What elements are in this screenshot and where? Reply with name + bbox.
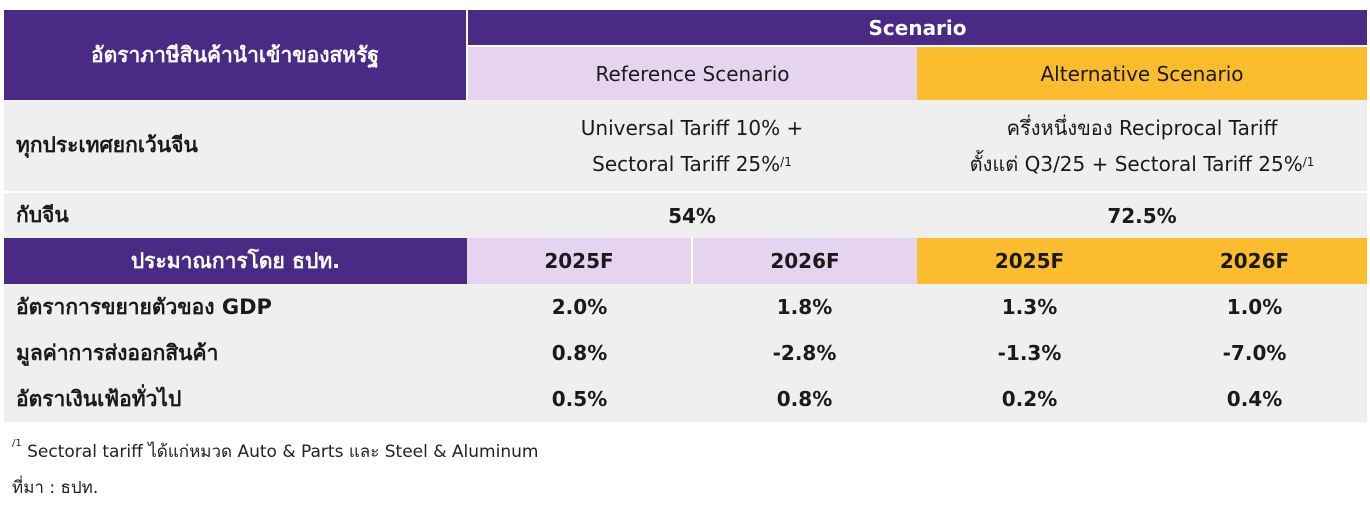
inflation-ref-2026: 0.8%	[776, 387, 833, 411]
alternative-tariff-line1: ครึ่งหนึ่งของ Reciprocal Tariff	[1006, 115, 1278, 140]
tariff-header-cell: อัตราภาษีสินค้านำเข้าของสหรัฐ	[4, 10, 468, 100]
scenario-table: อัตราภาษีสินค้านำเข้าของสหรัฐ Scenario R…	[4, 10, 1368, 422]
exports-ref-2025: 0.8%	[551, 341, 608, 365]
year-label: 2026F	[770, 249, 840, 273]
footnote: /1 Sectoral tariff ได้แก่หมวด Auto & Par…	[12, 438, 538, 465]
year-header-ref-2025: 2025F	[467, 238, 693, 284]
table-cell: 1.3%	[917, 284, 1142, 330]
alternative-scenario-cell: Alternative Scenario	[917, 46, 1368, 100]
exports-label-cell: มูลค่าการส่งออกสินค้า	[4, 330, 467, 376]
gdp-alt-2026: 1.0%	[1226, 295, 1283, 319]
china-alternative-cell: 72.5%	[917, 192, 1368, 238]
scenario-header-label: Scenario	[868, 15, 967, 40]
china-label-cell: กับจีน	[4, 192, 467, 238]
reference-scenario-cell: Reference Scenario	[467, 46, 917, 100]
reference-tariff-line1: Universal Tariff 10% +	[580, 115, 804, 140]
year-label: 2025F	[544, 249, 614, 273]
china-reference-cell: 54%	[467, 192, 917, 238]
table-row: อัตราเงินเฟ้อทั่วไป 0.5% 0.8% 0.2% 0.4%	[4, 376, 1368, 422]
reference-footnote-marker: /1	[780, 154, 792, 169]
china-alternative-value: 72.5%	[1107, 203, 1177, 228]
china-reference-value: 54%	[668, 203, 716, 228]
table-cell: -2.8%	[692, 330, 917, 376]
gdp-label: อัตราการขยายตัวของ GDP	[16, 294, 272, 319]
china-label: กับจีน	[16, 203, 69, 227]
reference-tariff-line2: Sectoral Tariff 25%	[592, 151, 781, 176]
all-except-china-label: ทุกประเทศยกเว้นจีน	[16, 133, 198, 157]
table-row: มูลค่าการส่งออกสินค้า 0.8% -2.8% -1.3% -…	[4, 330, 1368, 376]
table-cell: 2.0%	[467, 284, 692, 330]
table-row: อัตราการขยายตัวของ GDP 2.0% 1.8% 1.3% 1.…	[4, 284, 1368, 330]
exports-ref-2026: -2.8%	[772, 341, 837, 365]
inflation-alt-2026: 0.4%	[1226, 387, 1283, 411]
table-cell: -1.3%	[917, 330, 1142, 376]
alternative-footnote-marker: /1	[1302, 154, 1315, 169]
scenario-table-container: อัตราภาษีสินค้านำเข้าของสหรัฐ Scenario R…	[4, 10, 1368, 422]
table-cell: 1.0%	[1142, 284, 1368, 330]
scenario-header-cell: Scenario	[467, 10, 1368, 47]
source-text: ที่มา : ธปท.	[12, 478, 99, 498]
table-cell: 0.2%	[917, 376, 1142, 422]
table-cell: 0.8%	[692, 376, 917, 422]
inflation-ref-2025: 0.5%	[551, 387, 608, 411]
footnote-text: Sectoral tariff ได้แก่หมวด Auto & Parts …	[27, 442, 539, 462]
exports-alt-2025: -1.3%	[997, 341, 1062, 365]
table-cell: 1.8%	[692, 284, 917, 330]
gdp-label-cell: อัตราการขยายตัวของ GDP	[4, 284, 467, 330]
inflation-alt-2025: 0.2%	[1001, 387, 1058, 411]
footnote-marker: /1	[12, 438, 22, 449]
table-cell: 0.8%	[467, 330, 692, 376]
forecast-header-cell: ประมาณการโดย ธปท.	[4, 238, 467, 284]
all-except-china-alternative-cell: ครึ่งหนึ่งของ Reciprocal Tariff ตั้งแต่ …	[917, 100, 1368, 192]
source-note: ที่มา : ธปท.	[12, 474, 98, 501]
gdp-ref-2025: 2.0%	[551, 295, 608, 319]
year-label: 2026F	[1219, 249, 1290, 273]
forecast-header-label: ประมาณการโดย ธปท.	[130, 248, 341, 273]
table-cell: 0.4%	[1142, 376, 1368, 422]
year-header-alt-2026: 2026F	[1142, 238, 1368, 284]
inflation-label: อัตราเงินเฟ้อทั่วไป	[16, 386, 182, 411]
reference-scenario-label: Reference Scenario	[595, 61, 790, 86]
year-header-alt-2025: 2025F	[917, 238, 1142, 284]
exports-label: มูลค่าการส่งออกสินค้า	[16, 340, 219, 365]
table-cell: -7.0%	[1142, 330, 1368, 376]
alternative-tariff-line2: ตั้งแต่ Q3/25 + Sectoral Tariff 25%	[969, 151, 1303, 176]
gdp-alt-2025: 1.3%	[1001, 295, 1058, 319]
inflation-label-cell: อัตราเงินเฟ้อทั่วไป	[4, 376, 467, 422]
year-label: 2025F	[994, 249, 1065, 273]
gdp-ref-2026: 1.8%	[776, 295, 833, 319]
tariff-header-label: อัตราภาษีสินค้านำเข้าของสหรัฐ	[90, 42, 380, 67]
all-except-china-label-cell: ทุกประเทศยกเว้นจีน	[4, 100, 467, 192]
all-except-china-reference-cell: Universal Tariff 10% + Sectoral Tariff 2…	[467, 100, 917, 192]
alternative-scenario-label: Alternative Scenario	[1040, 61, 1244, 86]
table-cell: 0.5%	[467, 376, 692, 422]
exports-alt-2026: -7.0%	[1222, 341, 1287, 365]
year-header-ref-2026: 2026F	[692, 238, 917, 284]
